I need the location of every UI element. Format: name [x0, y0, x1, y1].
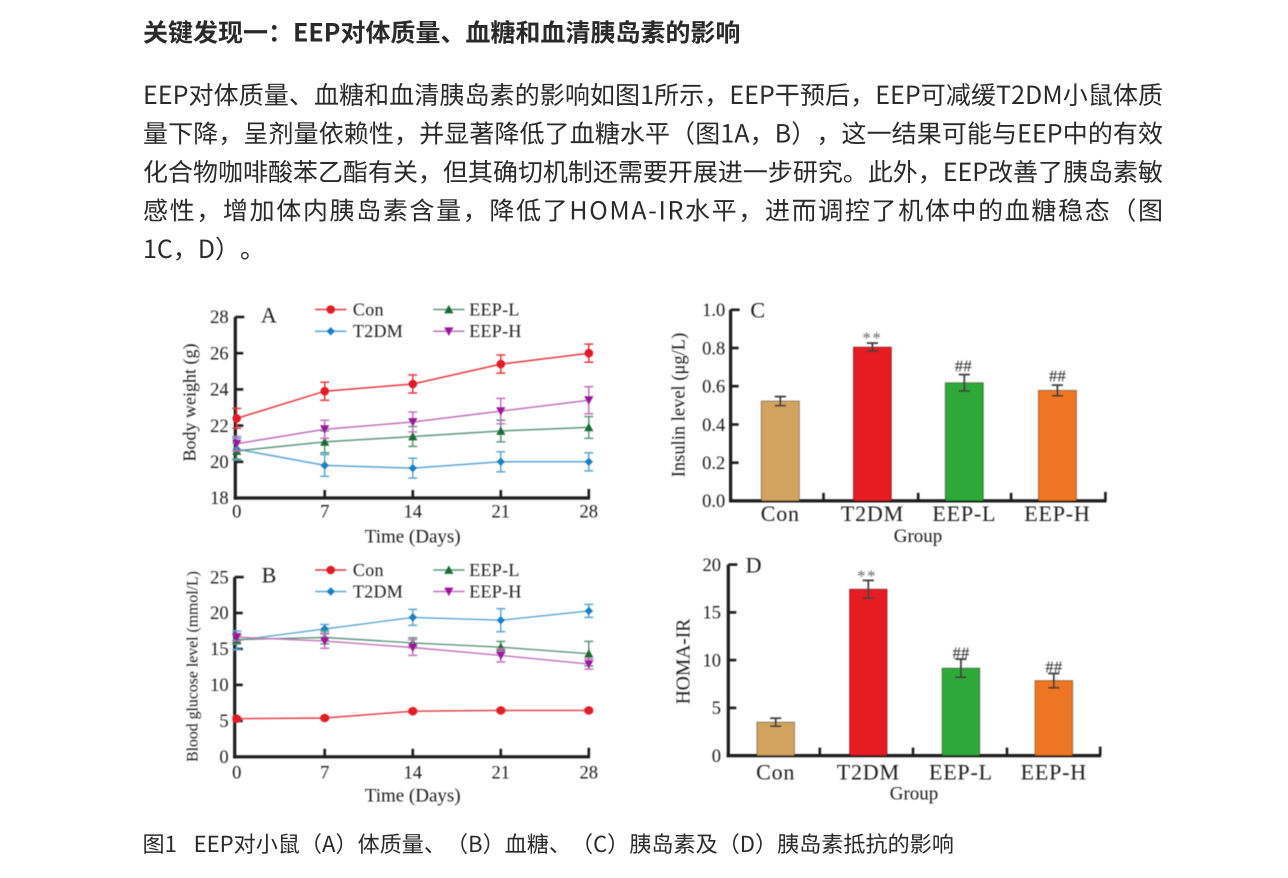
- svg-text:0: 0: [219, 748, 228, 768]
- svg-text:EEP-L: EEP-L: [929, 760, 993, 785]
- svg-text:##: ##: [1049, 367, 1067, 386]
- svg-text:5: 5: [712, 699, 721, 719]
- svg-text:14: 14: [404, 502, 423, 522]
- svg-text:##: ##: [955, 357, 973, 376]
- svg-text:24: 24: [210, 381, 229, 401]
- svg-text:10: 10: [210, 676, 229, 696]
- svg-text:Time (Days): Time (Days): [365, 527, 461, 548]
- svg-text:EEP-H: EEP-H: [469, 321, 522, 341]
- svg-text:Con: Con: [761, 501, 800, 526]
- svg-text:28: 28: [210, 308, 229, 328]
- svg-text:7: 7: [320, 764, 329, 784]
- svg-text:15: 15: [210, 640, 229, 660]
- svg-text:0.0: 0.0: [702, 492, 725, 512]
- svg-text:26: 26: [210, 344, 229, 364]
- svg-text:0: 0: [232, 764, 241, 784]
- svg-text:##: ##: [952, 644, 970, 663]
- svg-text:EEP-L: EEP-L: [469, 560, 520, 580]
- svg-text:D: D: [746, 553, 762, 578]
- svg-text:22: 22: [210, 417, 229, 437]
- svg-text:T2DM: T2DM: [353, 581, 403, 601]
- svg-text:5: 5: [219, 712, 228, 732]
- svg-text:Group: Group: [890, 784, 939, 805]
- svg-text:EEP-L: EEP-L: [469, 299, 520, 319]
- svg-text:20: 20: [703, 556, 722, 576]
- svg-text:0.6: 0.6: [702, 378, 725, 398]
- svg-text:T2DM: T2DM: [841, 501, 904, 526]
- svg-text:0.4: 0.4: [702, 416, 725, 436]
- svg-text:14: 14: [404, 764, 423, 784]
- svg-text:T2DM: T2DM: [353, 321, 403, 341]
- svg-text:Insulin level (μg/L): Insulin level (μg/L): [670, 333, 690, 478]
- svg-text:18: 18: [210, 489, 229, 509]
- svg-text:15: 15: [703, 604, 722, 624]
- svg-text:20: 20: [210, 604, 229, 624]
- svg-text:EEP-H: EEP-H: [1024, 501, 1090, 526]
- svg-text:B: B: [262, 563, 277, 588]
- svg-text:0.2: 0.2: [702, 454, 725, 474]
- svg-text:20: 20: [210, 453, 229, 473]
- svg-text:T2DM: T2DM: [837, 760, 900, 785]
- svg-text:Group: Group: [894, 526, 943, 547]
- svg-text:7: 7: [320, 502, 329, 522]
- svg-text:1.0: 1.0: [702, 301, 725, 321]
- svg-text:28: 28: [580, 502, 599, 522]
- svg-text:**: **: [857, 567, 877, 586]
- svg-text:EEP-H: EEP-H: [1021, 760, 1087, 785]
- svg-text:Body weight (g): Body weight (g): [180, 344, 201, 462]
- svg-text:Blood glucose level (mmol/L): Blood glucose level (mmol/L): [185, 571, 202, 762]
- svg-text:0.8: 0.8: [702, 339, 725, 359]
- svg-text:Time (Days): Time (Days): [365, 786, 461, 807]
- svg-text:EEP-H: EEP-H: [469, 581, 522, 601]
- svg-text:HOMA-IR: HOMA-IR: [674, 619, 695, 705]
- svg-text:25: 25: [210, 568, 229, 588]
- svg-text:A: A: [261, 302, 277, 327]
- svg-text:0: 0: [712, 747, 721, 767]
- svg-text:Con: Con: [353, 299, 384, 319]
- svg-text:28: 28: [580, 764, 599, 784]
- svg-text:0: 0: [232, 502, 241, 522]
- svg-text:C: C: [750, 297, 765, 322]
- svg-text:Con: Con: [756, 760, 795, 785]
- svg-text:21: 21: [492, 764, 511, 784]
- svg-text:21: 21: [492, 502, 511, 522]
- svg-text:10: 10: [703, 651, 722, 671]
- svg-text:EEP-L: EEP-L: [932, 501, 996, 526]
- svg-text:##: ##: [1045, 658, 1063, 677]
- svg-text:**: **: [862, 329, 882, 348]
- svg-text:Con: Con: [353, 560, 384, 580]
